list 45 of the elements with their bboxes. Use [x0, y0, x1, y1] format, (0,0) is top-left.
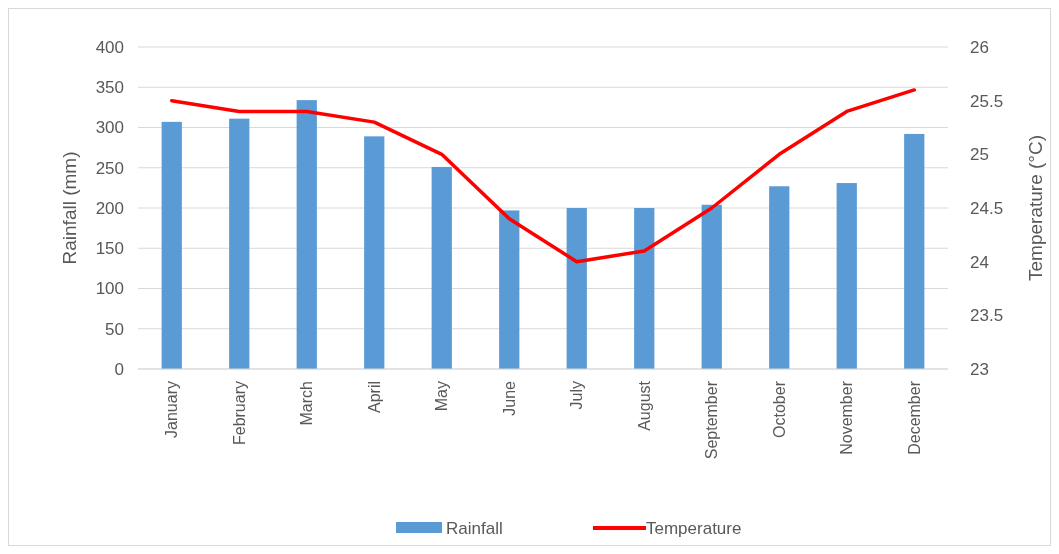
- bar: [296, 100, 317, 369]
- bar: [566, 208, 587, 369]
- y-tick-label: 100: [95, 279, 124, 299]
- x-tick-label: September: [703, 380, 721, 460]
- y2-tick-label: 26: [970, 37, 989, 57]
- x-tick-label: March: [298, 381, 316, 426]
- y2-tick-label: 24.5: [970, 198, 1004, 218]
- x-tick-label: May: [433, 381, 451, 412]
- x-tick-label: December: [905, 380, 923, 455]
- y2-tick-label: 24: [970, 252, 989, 272]
- x-tick-label: November: [838, 380, 856, 455]
- bar: [836, 183, 857, 369]
- y2-tick-label: 25.5: [970, 91, 1004, 111]
- y-tick-label: 300: [95, 118, 124, 138]
- x-tick-label: October: [770, 380, 788, 438]
- bar: [499, 210, 520, 369]
- y-tick-label: 250: [95, 158, 124, 178]
- x-tick-label: August: [635, 380, 653, 431]
- y-tick-label: 50: [105, 319, 124, 339]
- x-tick-label: January: [163, 381, 181, 438]
- bar: [904, 133, 925, 369]
- x-tick-label: April: [365, 381, 383, 414]
- legend-label: Temperature: [646, 518, 742, 538]
- legend-label: Rainfall: [446, 518, 503, 538]
- bar: [161, 121, 182, 369]
- bar: [229, 118, 250, 369]
- x-tick-label: February: [230, 381, 248, 446]
- bar: [701, 204, 722, 369]
- y-axis-title: Rainfall (mm): [59, 151, 80, 265]
- bar: [769, 186, 790, 369]
- bar: [431, 166, 452, 369]
- bar: [364, 136, 385, 369]
- x-tick-label: July: [568, 381, 586, 410]
- bar: [634, 208, 655, 369]
- x-tick-label: June: [500, 380, 518, 416]
- y2-axis-title: Temperature (°C): [1025, 135, 1046, 281]
- y-tick-label: 0: [114, 359, 124, 379]
- line-series: [170, 88, 916, 264]
- y-tick-label: 200: [95, 198, 124, 218]
- y2-tick-label: 23: [970, 359, 989, 379]
- y-tick-label: 350: [95, 78, 124, 98]
- y2-tick-label: 25: [970, 145, 989, 165]
- y2-tick-label: 23.5: [970, 306, 1004, 326]
- y-tick-label: 400: [95, 37, 124, 57]
- y-tick-label: 150: [95, 239, 124, 259]
